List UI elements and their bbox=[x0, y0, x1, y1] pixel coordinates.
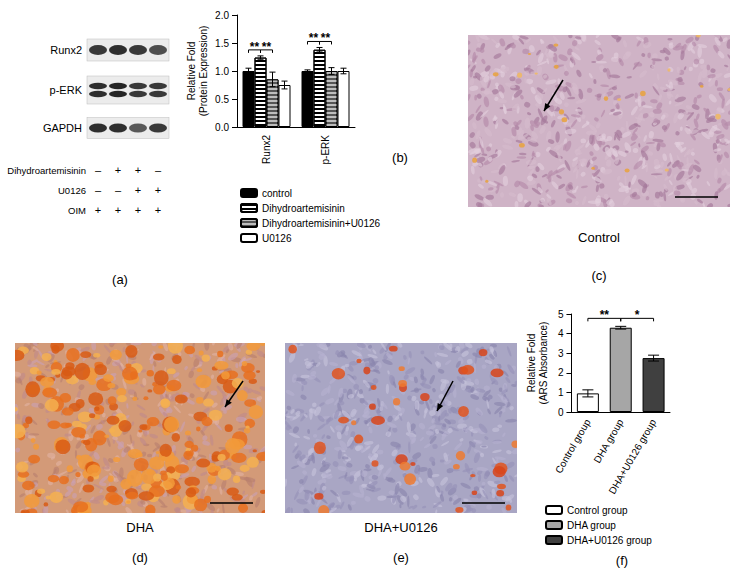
svg-text:Runx2: Runx2 bbox=[50, 44, 82, 56]
svg-text:+: + bbox=[135, 184, 141, 196]
svg-text:DHA group: DHA group bbox=[567, 520, 616, 531]
html-text:(b): (b) bbox=[392, 150, 408, 165]
svg-text:control: control bbox=[262, 188, 292, 199]
svg-text:Runx2: Runx2 bbox=[261, 135, 272, 164]
svg-text:–: – bbox=[95, 164, 102, 176]
html-text:(a): (a) bbox=[112, 272, 128, 287]
html-text:(c): (c) bbox=[591, 268, 607, 283]
svg-text:DHA+U0126 group: DHA+U0126 group bbox=[567, 535, 652, 546]
svg-text:0.0: 0.0 bbox=[215, 122, 229, 133]
html-text:(f): (f) bbox=[615, 553, 629, 568]
svg-text:2: 2 bbox=[558, 367, 564, 378]
html-text:DHA+U0126: DHA+U0126 bbox=[364, 520, 438, 535]
svg-text:–: – bbox=[155, 164, 162, 176]
svg-text:2.0: 2.0 bbox=[215, 10, 229, 21]
svg-text:+: + bbox=[115, 204, 121, 216]
svg-text:Control group: Control group bbox=[567, 505, 628, 516]
svg-text:(Protein Expression): (Protein Expression) bbox=[198, 26, 209, 117]
html-text:(d): (d) bbox=[132, 550, 148, 565]
svg-text:1.0: 1.0 bbox=[215, 66, 229, 77]
svg-text:Control group: Control group bbox=[553, 417, 593, 475]
html-text:DHA: DHA bbox=[126, 520, 154, 535]
svg-text:+: + bbox=[155, 204, 161, 216]
html-text:(e): (e) bbox=[393, 550, 409, 565]
svg-text:*: * bbox=[635, 308, 640, 322]
svg-text:(ARS Absorbance): (ARS Absorbance) bbox=[538, 322, 549, 405]
svg-text:DHA group: DHA group bbox=[592, 417, 626, 465]
svg-text:p-ERK: p-ERK bbox=[50, 84, 83, 96]
svg-text:**: ** bbox=[321, 31, 331, 45]
svg-text:**: ** bbox=[600, 308, 610, 322]
svg-text:1.5: 1.5 bbox=[215, 38, 229, 49]
svg-text:4: 4 bbox=[558, 328, 564, 339]
svg-text:+: + bbox=[155, 184, 161, 196]
svg-text:0: 0 bbox=[558, 407, 564, 418]
svg-text:**: ** bbox=[262, 40, 272, 54]
svg-text:+: + bbox=[95, 204, 101, 216]
svg-text:**: ** bbox=[309, 31, 319, 45]
svg-text:Dihydroartemisinin: Dihydroartemisinin bbox=[262, 203, 345, 214]
html-text:Control: Control bbox=[578, 230, 620, 245]
svg-text:–: – bbox=[95, 184, 102, 196]
svg-text:**: ** bbox=[250, 40, 260, 54]
svg-text:Relative Fold: Relative Fold bbox=[526, 334, 537, 392]
svg-text:5: 5 bbox=[558, 309, 564, 320]
svg-text:3: 3 bbox=[558, 348, 564, 359]
svg-text:GAPDH: GAPDH bbox=[43, 122, 82, 134]
svg-text:DHA+U0126 group: DHA+U0126 group bbox=[606, 417, 658, 496]
svg-text:Relative Fold: Relative Fold bbox=[186, 42, 197, 100]
svg-text:+: + bbox=[135, 204, 141, 216]
svg-text:Dihydroartemisinin: Dihydroartemisinin bbox=[7, 165, 86, 176]
svg-text:1: 1 bbox=[558, 387, 564, 398]
svg-text:Dihydroartemisinin+U0126: Dihydroartemisinin+U0126 bbox=[262, 218, 381, 229]
svg-text:+: + bbox=[135, 164, 141, 176]
svg-text:OIM: OIM bbox=[68, 205, 86, 216]
svg-text:U0126: U0126 bbox=[58, 185, 86, 196]
svg-text:U0126: U0126 bbox=[262, 233, 292, 244]
svg-text:+: + bbox=[115, 164, 121, 176]
svg-text:–: – bbox=[115, 184, 122, 196]
svg-text:0.5: 0.5 bbox=[215, 94, 229, 105]
svg-text:p-ERK: p-ERK bbox=[320, 135, 331, 165]
